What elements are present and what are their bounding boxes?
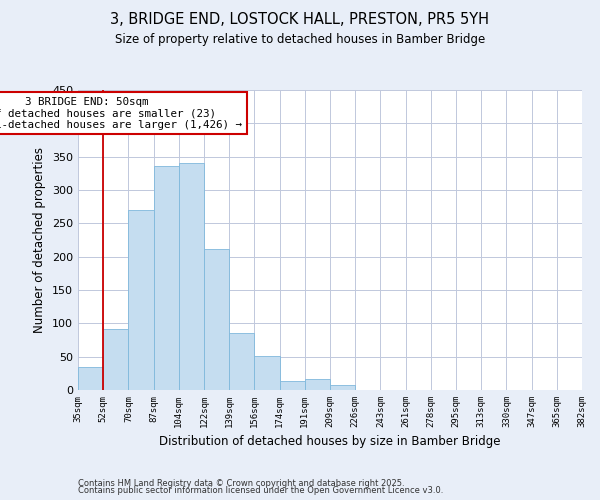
X-axis label: Distribution of detached houses by size in Bamber Bridge: Distribution of detached houses by size …: [159, 436, 501, 448]
Text: Size of property relative to detached houses in Bamber Bridge: Size of property relative to detached ho…: [115, 32, 485, 46]
Bar: [78, 366, 103, 390]
Bar: [305, 380, 330, 390]
Text: 3, BRIDGE END, LOSTOCK HALL, PRESTON, PR5 5YH: 3, BRIDGE END, LOSTOCK HALL, PRESTON, PR…: [110, 12, 490, 28]
Bar: [254, 356, 280, 390]
Bar: [154, 166, 179, 390]
Bar: [280, 382, 305, 390]
Bar: [128, 210, 154, 390]
Text: Contains HM Land Registry data © Crown copyright and database right 2025.: Contains HM Land Registry data © Crown c…: [78, 478, 404, 488]
Bar: [179, 162, 204, 390]
Bar: [103, 330, 128, 390]
Bar: [330, 384, 355, 390]
Bar: [204, 248, 229, 390]
Bar: [229, 334, 254, 390]
Y-axis label: Number of detached properties: Number of detached properties: [34, 147, 46, 333]
Text: Contains public sector information licensed under the Open Government Licence v3: Contains public sector information licen…: [78, 486, 443, 495]
Text: 3 BRIDGE END: 50sqm
← 2% of detached houses are smaller (23)
98% of semi-detache: 3 BRIDGE END: 50sqm ← 2% of detached hou…: [0, 96, 242, 130]
